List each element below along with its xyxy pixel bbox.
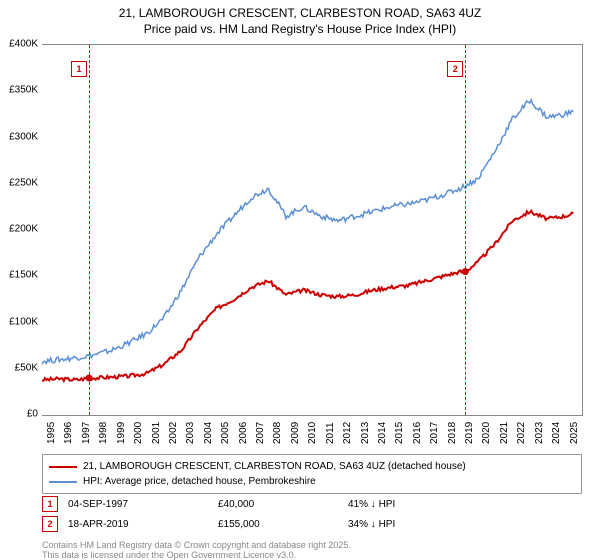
event-vline (465, 45, 466, 415)
x-tick-label: 2015 (394, 422, 405, 444)
event-price: £155,000 (218, 519, 348, 530)
event-date: 04-SEP-1997 (68, 499, 218, 510)
chart-svg (42, 45, 582, 415)
event-row: 1 04-SEP-1997£40,00041% ↓ HPI (42, 496, 582, 512)
x-tick-label: 2025 (569, 422, 580, 444)
legend-item: 21, LAMBOROUGH CRESCENT, CLARBESTON ROAD… (49, 459, 575, 474)
x-tick-label: 2018 (447, 422, 458, 444)
x-tick-label: 1997 (81, 422, 92, 444)
x-tick-label: 2019 (464, 422, 475, 444)
event-number-box: 2 (42, 516, 58, 532)
legend-swatch (49, 481, 77, 483)
footer-attribution: Contains HM Land Registry data © Crown c… (42, 540, 351, 560)
x-tick-label: 2013 (360, 422, 371, 444)
y-tick-label: £350K (0, 85, 38, 96)
title-line2: Price paid vs. HM Land Registry's House … (144, 22, 456, 36)
x-tick-label: 2001 (151, 422, 162, 444)
x-tick-label: 2016 (412, 422, 423, 444)
y-tick-label: £200K (0, 224, 38, 235)
x-tick-label: 2004 (203, 422, 214, 444)
chart-title: 21, LAMBOROUGH CRESCENT, CLARBESTON ROAD… (0, 0, 600, 37)
x-tick-label: 2009 (290, 422, 301, 444)
series-hpi (42, 100, 573, 364)
legend-swatch (49, 466, 77, 468)
y-tick-label: £150K (0, 270, 38, 281)
x-tick-label: 2003 (185, 422, 196, 444)
x-tick-label: 1996 (63, 422, 74, 444)
event-date: 18-APR-2019 (68, 519, 218, 530)
x-tick-label: 2012 (342, 422, 353, 444)
event-vline (89, 45, 90, 415)
x-tick-label: 1999 (116, 422, 127, 444)
x-tick-label: 2020 (481, 422, 492, 444)
y-tick-label: £400K (0, 39, 38, 50)
x-tick-label: 2014 (377, 422, 388, 444)
y-tick-label: £250K (0, 177, 38, 188)
title-line1: 21, LAMBOROUGH CRESCENT, CLARBESTON ROAD… (119, 6, 482, 20)
x-tick-label: 1998 (98, 422, 109, 444)
x-tick-label: 2000 (133, 422, 144, 444)
x-tick-label: 2024 (551, 422, 562, 444)
x-tick-label: 2002 (168, 422, 179, 444)
x-tick-label: 2006 (238, 422, 249, 444)
x-tick-label: 2011 (325, 422, 336, 444)
x-tick-label: 2021 (499, 422, 510, 444)
x-tick-label: 2008 (272, 422, 283, 444)
y-tick-label: £50K (0, 362, 38, 373)
legend-item: HPI: Average price, detached house, Pemb… (49, 474, 575, 489)
footer-line1: Contains HM Land Registry data © Crown c… (42, 540, 351, 550)
plot-area: 12 (42, 44, 583, 416)
event-marker-label: 2 (447, 61, 463, 77)
x-tick-label: 1995 (46, 422, 57, 444)
event-number-box: 1 (42, 496, 58, 512)
x-tick-label: 2017 (429, 422, 440, 444)
x-tick-label: 2005 (220, 422, 231, 444)
x-tick-label: 2023 (534, 422, 545, 444)
event-table: 1 04-SEP-1997£40,00041% ↓ HPI 2 18-APR-2019… (42, 496, 582, 536)
x-tick-label: 2010 (307, 422, 318, 444)
x-tick-label: 2022 (516, 422, 527, 444)
legend: 21, LAMBOROUGH CRESCENT, CLARBESTON ROAD… (42, 454, 582, 494)
event-price: £40,000 (218, 499, 348, 510)
y-tick-label: £300K (0, 131, 38, 142)
legend-label: 21, LAMBOROUGH CRESCENT, CLARBESTON ROAD… (83, 459, 466, 474)
event-row: 2 18-APR-2019£155,00034% ↓ HPI (42, 516, 582, 532)
event-marker-label: 1 (71, 61, 87, 77)
event-delta: 41% ↓ HPI (348, 499, 395, 510)
y-tick-label: £100K (0, 316, 38, 327)
y-tick-label: £0 (0, 409, 38, 420)
legend-label: HPI: Average price, detached house, Pemb… (83, 474, 316, 489)
event-delta: 34% ↓ HPI (348, 519, 395, 530)
footer-line2: This data is licensed under the Open Gov… (42, 550, 296, 560)
series-price_paid (42, 211, 573, 381)
x-tick-label: 2007 (255, 422, 266, 444)
